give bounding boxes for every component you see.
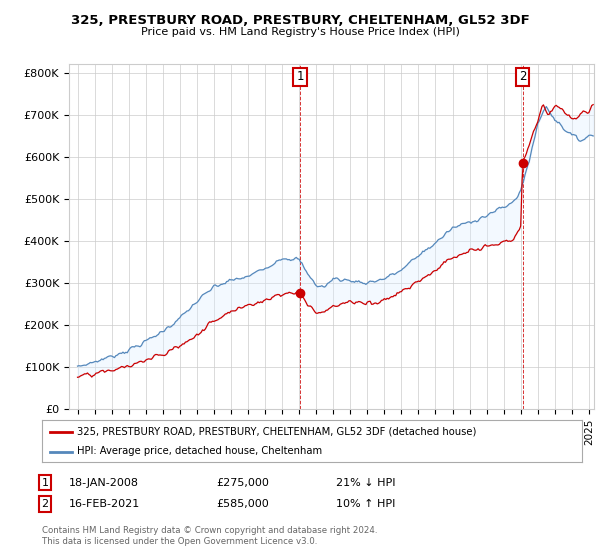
Text: £585,000: £585,000	[216, 499, 269, 509]
Text: 2: 2	[519, 71, 526, 83]
Text: 16-FEB-2021: 16-FEB-2021	[69, 499, 140, 509]
Text: 1: 1	[296, 71, 304, 83]
Text: HPI: Average price, detached house, Cheltenham: HPI: Average price, detached house, Chel…	[77, 446, 322, 456]
Text: 10% ↑ HPI: 10% ↑ HPI	[336, 499, 395, 509]
Text: 2: 2	[41, 499, 49, 509]
Text: 325, PRESTBURY ROAD, PRESTBURY, CHELTENHAM, GL52 3DF: 325, PRESTBURY ROAD, PRESTBURY, CHELTENH…	[71, 14, 529, 27]
Text: 21% ↓ HPI: 21% ↓ HPI	[336, 478, 395, 488]
Text: 18-JAN-2008: 18-JAN-2008	[69, 478, 139, 488]
Text: Price paid vs. HM Land Registry's House Price Index (HPI): Price paid vs. HM Land Registry's House …	[140, 27, 460, 37]
Text: 1: 1	[41, 478, 49, 488]
Text: 325, PRESTBURY ROAD, PRESTBURY, CHELTENHAM, GL52 3DF (detached house): 325, PRESTBURY ROAD, PRESTBURY, CHELTENH…	[77, 427, 476, 437]
Text: Contains HM Land Registry data © Crown copyright and database right 2024.
This d: Contains HM Land Registry data © Crown c…	[42, 526, 377, 546]
Text: £275,000: £275,000	[216, 478, 269, 488]
